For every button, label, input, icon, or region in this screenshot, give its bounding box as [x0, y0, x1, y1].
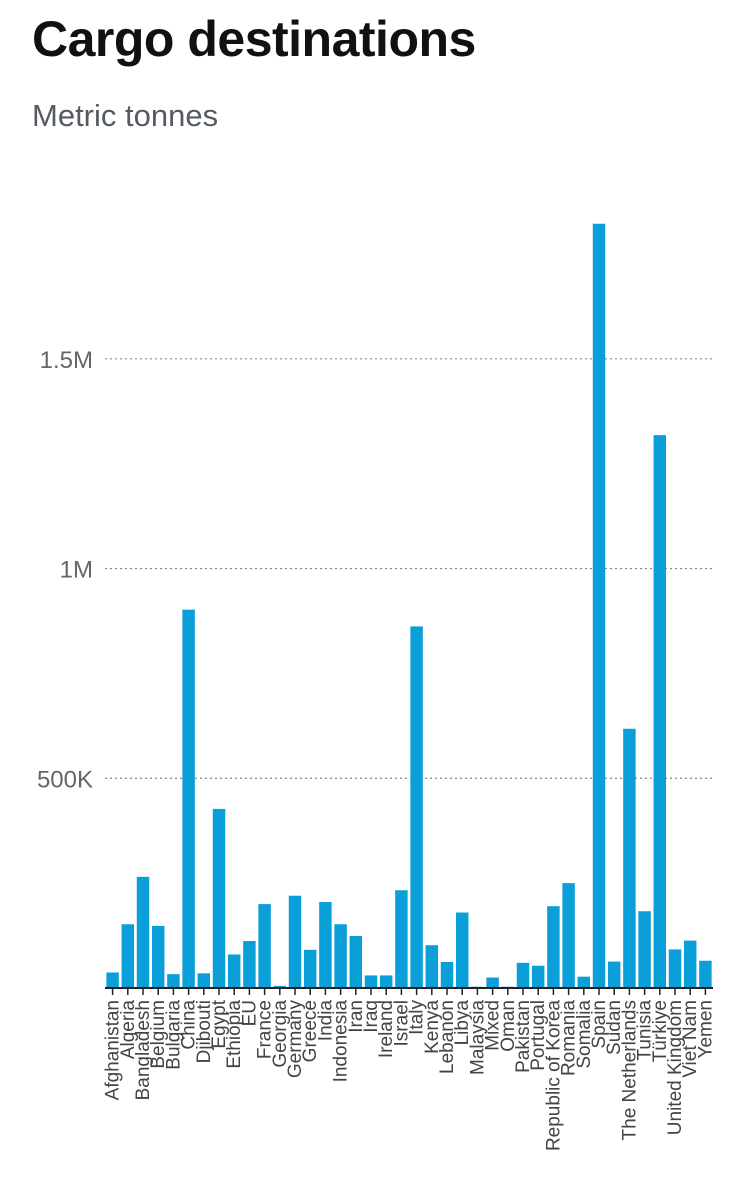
x-tick-label: Portugal — [528, 1000, 549, 1071]
x-tick-label: Bangladesh — [133, 1000, 154, 1100]
bar-iran — [349, 935, 363, 988]
x-tick-label: Spain — [589, 1000, 610, 1049]
bar-pakistan — [516, 962, 530, 988]
x-tick-label: Viet Nam — [680, 1000, 701, 1078]
bar-kenya — [425, 945, 439, 988]
bar-djibouti — [197, 973, 211, 988]
bar-israel — [395, 890, 408, 988]
x-tick-label: Sudan — [604, 1000, 625, 1055]
x-tick-label: Egypt — [209, 999, 230, 1048]
bar-republic-of-korea — [547, 906, 560, 988]
bar-t-rkiye — [653, 435, 667, 988]
y-tick-label: 1M — [60, 557, 93, 584]
x-tick-label: Libya — [452, 1000, 473, 1046]
x-tick-label: Iraq — [361, 1000, 382, 1033]
bar-the-netherlands — [623, 728, 636, 988]
bar-viet-nam — [683, 940, 697, 988]
x-tick-label: Djibouti — [194, 1000, 215, 1063]
x-tick-label: Ireland — [376, 1000, 397, 1058]
x-tick-label: Greece — [300, 1000, 321, 1062]
bar-eu — [243, 941, 256, 988]
chart-title: Cargo destinations — [32, 11, 476, 67]
x-tick-label: Bulgaria — [163, 1000, 184, 1070]
x-tick-label: Lebanon — [437, 1000, 458, 1074]
bar-egypt — [212, 808, 226, 988]
bar-romania — [562, 883, 575, 988]
bar-afghanistan — [106, 972, 119, 988]
x-tick-label: Iran — [346, 1000, 367, 1033]
bar-portugal — [531, 965, 545, 988]
y-tick-label: 500K — [37, 766, 93, 793]
x-tick-label: Indonesia — [331, 1000, 352, 1083]
chart-subtitle: Metric tonnes — [32, 98, 219, 133]
bar-spain — [592, 223, 606, 988]
x-tick-label: Somalia — [574, 1000, 595, 1069]
bar-libya — [455, 912, 469, 988]
x-tick-label: Algeria — [118, 1000, 139, 1060]
bar-france — [258, 904, 271, 988]
x-tick-label: United Kingdom — [665, 1000, 686, 1135]
bar-lebanon — [440, 961, 454, 988]
x-tick-label: Yemen — [695, 1000, 716, 1058]
x-tick-label: Belgium — [148, 1000, 169, 1069]
x-tick-label: Germany — [285, 1000, 306, 1079]
bar-iraq — [364, 975, 378, 988]
x-tick-label: Italy — [407, 1000, 428, 1035]
bar-china — [182, 609, 195, 988]
bar-greece — [303, 949, 317, 988]
bar-yemen — [699, 960, 712, 988]
x-tick-label: The Netherlands — [619, 1000, 640, 1140]
x-tick-label: Romania — [559, 1000, 580, 1076]
bar-mixed — [486, 977, 499, 988]
x-tick-label: Afghanistan — [103, 1000, 124, 1100]
x-tick-label: Georgia — [270, 1000, 291, 1068]
bar-sudan — [607, 961, 621, 988]
bar-united-kingdom — [668, 949, 682, 988]
bar-bangladesh — [136, 876, 150, 988]
bar-indonesia — [334, 924, 347, 988]
x-tick-label: Israel — [391, 1000, 412, 1046]
bar-algeria — [121, 924, 135, 988]
x-tick-label: Tunisia — [635, 1000, 656, 1061]
bar-tunisia — [638, 911, 651, 988]
x-tick-label: China — [179, 1000, 200, 1050]
x-tick-label: Republic of Korea — [543, 1000, 564, 1151]
x-tick-label: Oman — [498, 1000, 519, 1052]
x-tick-label: Türkiye — [650, 1000, 671, 1062]
x-tick-label: EU — [239, 1000, 260, 1026]
x-tick-label: Malaysia — [467, 1000, 488, 1075]
bar-belgium — [151, 925, 165, 988]
bar-bulgaria — [167, 974, 180, 988]
x-tick-label: France — [255, 1000, 276, 1059]
bar-germany — [288, 895, 302, 988]
bar-italy — [410, 626, 423, 988]
bar-somalia — [577, 976, 591, 988]
x-tick-label: Ethiopia — [224, 1000, 245, 1069]
x-tick-label: India — [315, 1000, 336, 1042]
x-tick-label: Pakistan — [513, 1000, 534, 1073]
bar-ethiopia — [227, 954, 241, 988]
x-tick-label: Mixed — [483, 1000, 504, 1051]
bar-ireland — [379, 975, 393, 988]
bar-georgia — [273, 985, 287, 988]
y-tick-label: 1.5M — [40, 347, 93, 374]
bar-india — [319, 902, 332, 988]
x-tick-label: Kenya — [422, 1000, 443, 1054]
